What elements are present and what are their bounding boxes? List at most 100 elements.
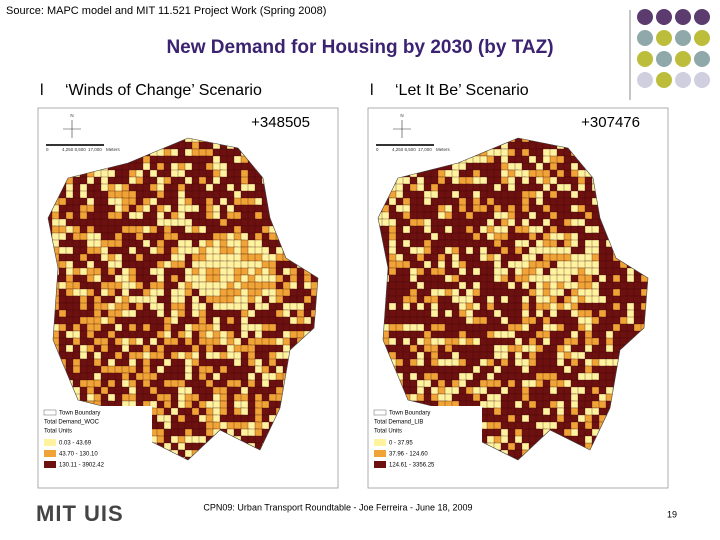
scale-label: 0: [376, 147, 379, 152]
zone: [135, 260, 144, 269]
zone: [86, 218, 95, 227]
zone: [570, 197, 579, 206]
zone: [444, 309, 453, 318]
zone: [528, 288, 537, 298]
legend: Town Boundary Total Demand_LIB Total Units…: [372, 406, 482, 484]
legend-box: [372, 406, 482, 484]
zone: [226, 309, 235, 318]
zone: [535, 344, 544, 354]
zone: [107, 281, 116, 290]
scale-bar: [46, 144, 104, 146]
dot: [675, 9, 691, 25]
zone: [240, 372, 249, 381]
dot: [656, 51, 672, 67]
legend-swatch: [374, 450, 386, 457]
source: Source: MAPC model and MIT 11.521 Projec…: [6, 5, 326, 17]
decoration: [637, 9, 710, 88]
zone: [521, 344, 530, 354]
scale-label: Meters: [436, 147, 451, 152]
legend-label: Total Units: [44, 429, 72, 435]
map-outline: [47, 137, 319, 461]
scale-bar: [376, 144, 434, 146]
legend-swatch: [44, 439, 56, 446]
legend-label: Total Demand_WOC: [44, 420, 100, 426]
zone: [177, 169, 186, 179]
legend-swatch: [373, 409, 387, 416]
zone: [79, 225, 88, 234]
dot: [694, 51, 710, 67]
legend-label: Total Units: [374, 429, 402, 435]
zone: [247, 232, 256, 241]
legend-label: 43.70 - 130.10: [59, 452, 98, 458]
zone: [93, 246, 102, 255]
zone: [240, 232, 250, 242]
legend-swatch: [43, 409, 57, 416]
legend-label: 124.61 - 3356.25: [389, 463, 435, 469]
dot: [656, 72, 672, 88]
scale-label: 0: [46, 147, 49, 152]
zone: [409, 337, 418, 347]
zone: [514, 274, 523, 283]
dot: [637, 72, 653, 88]
zone: [184, 141, 193, 150]
page-number: 19: [667, 509, 677, 519]
map-outline: [377, 137, 649, 461]
zone: [58, 274, 67, 283]
north-label: N: [400, 113, 403, 118]
dot: [675, 51, 691, 67]
zone: [514, 162, 523, 171]
zone: [282, 302, 291, 312]
zone: [191, 302, 200, 311]
zone: [121, 232, 130, 241]
zone: [156, 435, 166, 444]
zone: [465, 232, 474, 241]
legend-label: 37.96 - 124.60: [389, 452, 428, 458]
legend-label: 0 - 37.95: [389, 441, 413, 447]
zone: [514, 246, 524, 256]
scale-label: 4,250 8,500: [62, 147, 86, 152]
legend-swatch: [44, 450, 56, 457]
zone: [388, 302, 397, 311]
zone: [247, 176, 256, 185]
dot: [637, 51, 653, 67]
zone: [500, 183, 509, 192]
heading: ‘Let It Be’ Scenario: [395, 82, 529, 99]
legend-label: 130.11 - 3902.42: [59, 463, 105, 469]
logo: MIT UIS: [36, 501, 124, 526]
legend-label: 0.03 - 43.69: [59, 441, 92, 447]
scenario-total: +348505: [251, 114, 310, 131]
scale-label: 4,250 8,500: [392, 147, 416, 152]
zone: [135, 379, 145, 388]
dot: [675, 72, 691, 88]
zone: [598, 267, 607, 277]
zone: [149, 330, 158, 339]
zone: [507, 155, 516, 164]
scale-label: Meters: [106, 147, 121, 152]
zone: [500, 232, 509, 241]
legend-label: Town Boundary: [59, 411, 100, 417]
zone: [240, 190, 249, 199]
zone: [465, 323, 474, 332]
zone: [79, 239, 88, 248]
scale-label: 17,000: [88, 147, 102, 152]
zone: [458, 358, 467, 367]
zone: [535, 372, 544, 381]
zone: [261, 421, 271, 431]
zone: [226, 379, 235, 388]
zone: [79, 204, 88, 213]
map: +348505 N 0 4,250 8,500 17,000 Meters Town Bou…: [37, 107, 339, 489]
bullet-dot: l: [370, 82, 374, 99]
zone: [135, 162, 144, 172]
legend-label: Total Demand_LIB: [374, 420, 423, 426]
bullet-dot: l: [40, 82, 44, 99]
zone: [149, 288, 158, 297]
heading: ‘Winds of Change’ Scenario: [65, 82, 262, 99]
zone: [507, 211, 517, 220]
zone: [521, 400, 530, 409]
map: +307476 N 0 4,250 8,500 17,000 Meters Town Bou…: [367, 107, 669, 489]
zone: [423, 204, 432, 213]
legend: Town Boundary Total Demand_WOC Total Units…: [42, 406, 152, 484]
zone: [493, 239, 502, 248]
title: New Demand for Housing by 2030 (by TAZ): [166, 37, 553, 58]
